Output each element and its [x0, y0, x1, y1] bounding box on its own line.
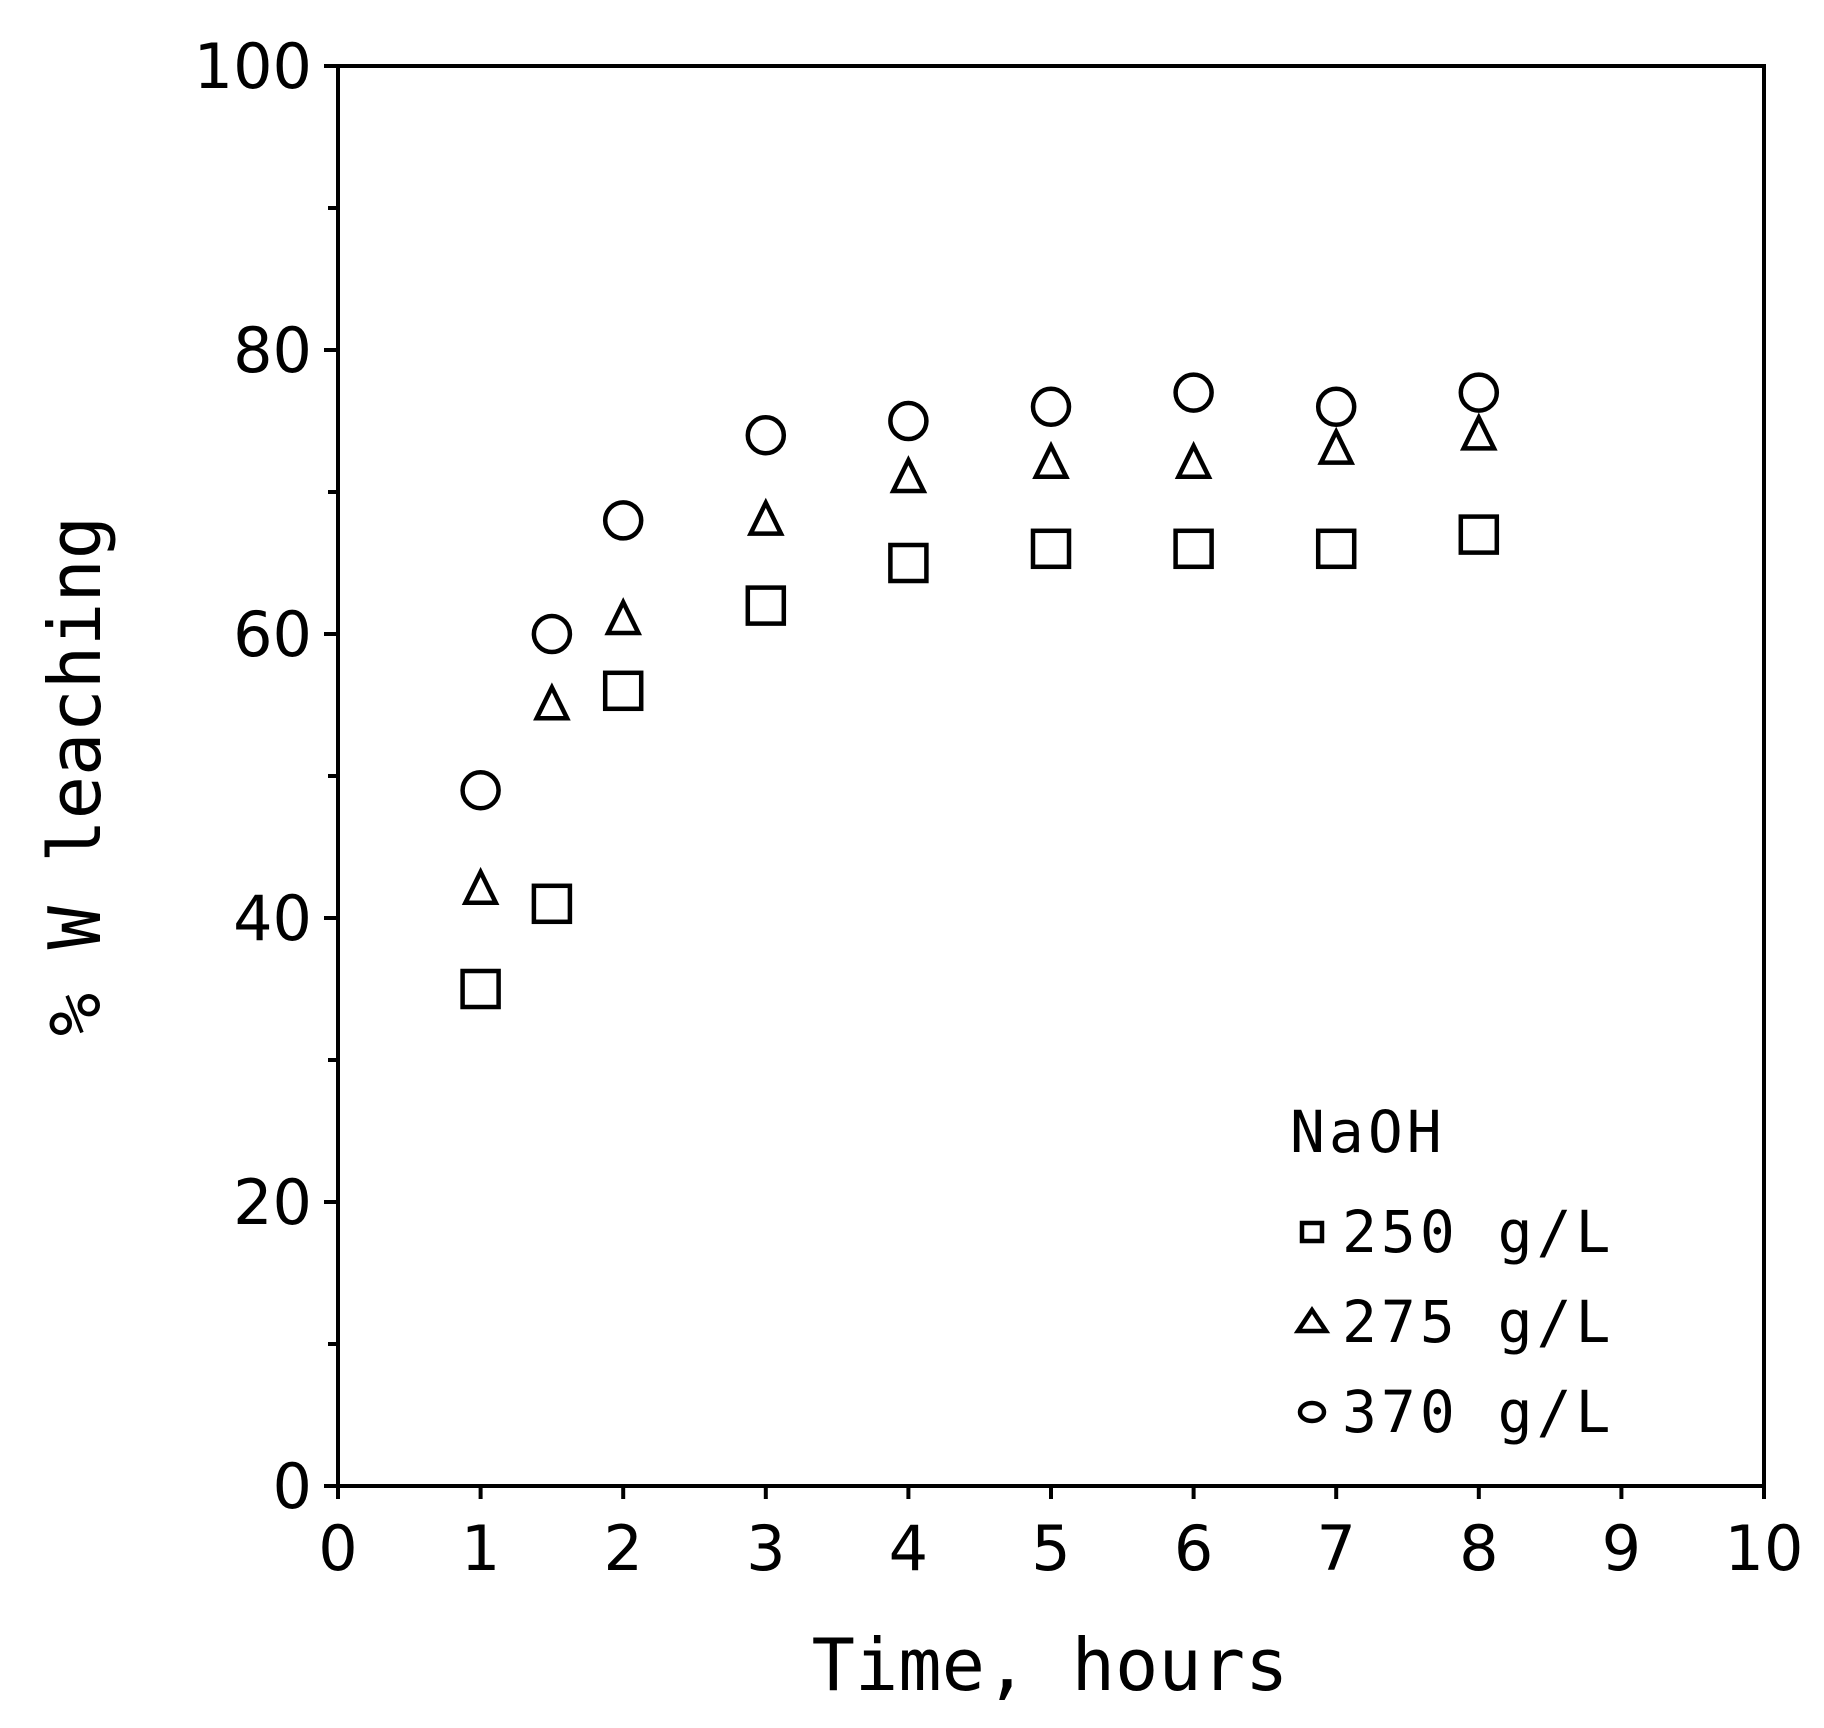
- legend-circle-icon: [1297, 1400, 1327, 1424]
- legend-title: NaOH: [1290, 1098, 1446, 1166]
- circle-point: [1458, 372, 1500, 413]
- x-tick-label: 7: [1316, 1512, 1355, 1585]
- y-tick-label: 80: [233, 314, 312, 387]
- legend-entry: 250 g/L: [1299, 1198, 1614, 1266]
- legend-entry: 275 g/L: [1293, 1288, 1614, 1356]
- square-point: [1458, 514, 1500, 555]
- plot-frame: [336, 64, 1766, 1488]
- triangle-point: [461, 866, 500, 906]
- square-point: [1030, 528, 1072, 570]
- circle-point: [1173, 372, 1214, 413]
- circle-point: [531, 613, 573, 655]
- legend-square-icon: [1299, 1220, 1325, 1244]
- triangle-point: [889, 455, 928, 494]
- triangle-point: [604, 597, 643, 636]
- legend-entries: 250 g/L 275 g/L 370 g/L: [1293, 1198, 1614, 1446]
- x-tick-label: 6: [1174, 1512, 1213, 1585]
- series-square: [460, 514, 1500, 1010]
- y-tick-label: 0: [273, 1450, 312, 1523]
- x-tick-label: 10: [1725, 1512, 1804, 1585]
- legend-label: 370 g/L: [1342, 1378, 1614, 1446]
- y-axis-title: % W leaching: [33, 516, 117, 1036]
- axis-ticks: [324, 64, 1766, 1499]
- circle-point: [460, 769, 501, 811]
- square-point: [1173, 528, 1214, 570]
- x-tick-label: 3: [746, 1512, 785, 1585]
- square-point: [460, 968, 501, 1010]
- x-tick-label: 4: [889, 1512, 928, 1585]
- x-tick-label: 1: [461, 1512, 500, 1585]
- square-point: [888, 542, 929, 584]
- square-point: [1315, 528, 1357, 570]
- legend-label: 250 g/L: [1342, 1198, 1614, 1266]
- triangle-point: [533, 682, 571, 721]
- circle-point: [1030, 386, 1072, 428]
- circle-point: [888, 400, 929, 442]
- legend-label: 275 g/L: [1342, 1288, 1614, 1356]
- x-axis-title: Time, hours: [812, 1623, 1289, 1707]
- triangle-point: [1032, 440, 1070, 480]
- x-tick-label: 8: [1459, 1512, 1498, 1585]
- series-circle: [460, 372, 1500, 811]
- data-markers: [460, 372, 1500, 1010]
- legend: NaOH 250 g/L 275 g/L 370 g/L: [1290, 1098, 1614, 1446]
- square-point: [602, 670, 644, 712]
- triangle-point: [1174, 440, 1213, 480]
- x-tick-label: 5: [1031, 1512, 1070, 1585]
- circle-point: [602, 500, 644, 541]
- circle-point: [745, 414, 787, 456]
- triangle-point: [1317, 426, 1356, 465]
- x-tick-label: 2: [603, 1512, 642, 1585]
- series-triangle: [461, 412, 1498, 906]
- legend-triangle-icon: [1293, 1305, 1331, 1334]
- y-tick-label: 20: [233, 1166, 312, 1239]
- square-point: [531, 883, 573, 925]
- x-tick-label: 9: [1602, 1512, 1641, 1585]
- legend-entry: 370 g/L: [1297, 1378, 1614, 1446]
- triangle-point: [746, 497, 785, 536]
- square-point: [745, 585, 787, 626]
- triangle-point: [1459, 412, 1498, 451]
- y-tick-label: 40: [233, 882, 312, 955]
- x-tick-label: 0: [318, 1512, 357, 1585]
- y-tick-label: 60: [233, 598, 312, 671]
- circle-point: [1315, 386, 1357, 428]
- y-tick-label: 100: [194, 30, 312, 103]
